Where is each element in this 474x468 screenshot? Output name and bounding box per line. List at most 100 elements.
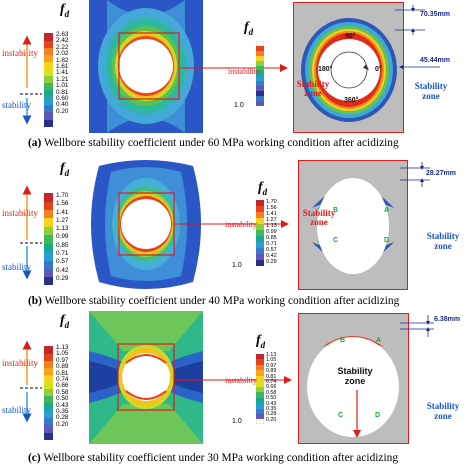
mini-color-scale-a xyxy=(256,41,264,106)
measurement-lines-c xyxy=(400,315,434,337)
tick: 1.13 xyxy=(56,344,69,351)
tick: 1.82 xyxy=(56,56,69,64)
caption-a: (a) Wellbore stability coefficient under… xyxy=(28,137,399,149)
tick: 0.42 xyxy=(266,253,277,259)
point-d-c: D xyxy=(375,412,381,419)
zoom-view-a xyxy=(293,2,404,133)
tick: 0.71 xyxy=(266,241,277,247)
tick: 0.85 xyxy=(56,241,69,249)
point-b-b: B xyxy=(333,207,339,214)
tick: 1.13 xyxy=(56,225,69,233)
contour-plot-c xyxy=(89,311,203,444)
tick: 0.66 xyxy=(56,382,69,390)
point-a-c: A xyxy=(376,337,382,344)
scale-ticks-b: 1.70 1.56 1.41 1.27 1.13 0.99 0.85 0.71 … xyxy=(56,192,69,284)
tick: 1.70 xyxy=(56,192,69,199)
tick: 1.27 xyxy=(56,216,69,224)
tick: 0.20 xyxy=(56,107,69,115)
tick: 1.41 xyxy=(56,69,69,77)
tick: 1.56 xyxy=(266,205,277,211)
instability-label-a: instability xyxy=(2,48,38,58)
point-c-c: C xyxy=(338,412,344,419)
tick: 1.56 xyxy=(56,200,69,208)
tick: 1.41 xyxy=(56,208,69,216)
mini-unity-label-a: 1.0 xyxy=(234,102,244,109)
tick: 0.81 xyxy=(56,88,69,96)
zoom-arrow-a xyxy=(180,64,288,72)
color-scale-b xyxy=(44,193,53,285)
tick: 0.29 xyxy=(56,274,69,282)
zoom-view-b xyxy=(298,160,408,290)
mini-scale-ticks-c: 1.13 1.05 0.97 0.89 0.81 0.74 0.66 0.58 … xyxy=(266,352,277,423)
scale-ticks-a: 2.63 2.42 2.22 2.02 1.82 1.61 1.41 1.21 … xyxy=(56,31,69,115)
stability-zone-red-b: Stability zone xyxy=(302,208,336,228)
mini-color-scale-c xyxy=(256,354,264,424)
contour-plot-b xyxy=(89,158,203,291)
tick: 1.61 xyxy=(56,63,69,71)
measurement-c1: 6.38mm xyxy=(434,316,461,323)
stability-zone-red-a: Stability zone xyxy=(296,79,330,99)
tick: 1.13 xyxy=(266,223,277,229)
tick: 0.81 xyxy=(266,373,277,380)
caption-c: (c) Wellbore stability coefficient under… xyxy=(28,452,399,464)
point-a-b: A xyxy=(384,207,390,214)
tick: 0.99 xyxy=(56,233,69,241)
tick: 0.60 xyxy=(56,95,69,103)
tick: 0.20 xyxy=(56,420,69,428)
tick: 0.40 xyxy=(56,101,69,109)
measurement-a1: 70.35mm xyxy=(420,11,450,18)
stability-zone-blue-a: Stability zone xyxy=(414,81,448,101)
measurement-b1: 28.27mm xyxy=(426,170,456,177)
tick: 0.58 xyxy=(56,388,69,396)
tick: 0.43 xyxy=(56,401,69,409)
tick: 0.50 xyxy=(56,395,69,403)
tick: 0.57 xyxy=(266,247,277,253)
color-scale-a xyxy=(44,33,53,127)
tick: 1.21 xyxy=(56,75,69,83)
tick: 0.85 xyxy=(266,235,277,241)
mini-scale-ticks-b: 1.70 1.56 1.41 1.27 1.13 0.99 0.85 0.71 … xyxy=(266,199,277,266)
color-scale-c xyxy=(44,346,53,440)
tick: 0.28 xyxy=(266,411,277,418)
stability-zone-center-c: Stability zone xyxy=(337,366,373,386)
tick: 2.22 xyxy=(56,43,69,51)
scale-ticks-c: 1.13 1.05 0.97 0.89 0.81 0.74 0.66 0.58 … xyxy=(56,344,69,428)
measurement-lines-a xyxy=(395,5,440,69)
tick: 0.66 xyxy=(266,384,277,391)
point-c-b: C xyxy=(333,237,339,244)
zoom-arrow-b xyxy=(173,220,289,228)
tick: 0.58 xyxy=(266,389,277,396)
tick: 0.71 xyxy=(56,250,69,258)
mini-legend-title-c: fd xyxy=(256,333,266,350)
caption-b: (b) Wellbore stability coefficient under… xyxy=(28,295,400,307)
zoom-arrow-c xyxy=(174,376,292,384)
tick: 0.35 xyxy=(266,405,277,412)
legend-title-c: fd xyxy=(60,313,70,330)
tick: 1.13 xyxy=(266,352,277,358)
tick: 1.01 xyxy=(56,82,69,90)
tick: 2.42 xyxy=(56,37,69,45)
angle-0: 0° xyxy=(375,66,382,73)
measurement-lines-b xyxy=(400,162,430,187)
contour-plot-a xyxy=(89,0,203,133)
tick: 1.05 xyxy=(266,357,277,364)
tick: 0.89 xyxy=(266,368,277,375)
mini-legend-title-a: fd xyxy=(244,20,254,37)
tick: 0.28 xyxy=(56,414,69,422)
tick: 0.20 xyxy=(266,416,277,423)
tick: 0.43 xyxy=(266,400,277,407)
tick: 1.70 xyxy=(266,199,277,205)
stability-zone-blue-b: Stability zone xyxy=(426,231,460,251)
measurement-a2: 45.44mm xyxy=(420,57,450,64)
legend-title-b: fd xyxy=(60,161,70,178)
tick: 1.05 xyxy=(56,350,69,358)
tick: 0.50 xyxy=(266,395,277,402)
mini-instability-label-b: instability xyxy=(225,220,257,229)
angle-180: 180° xyxy=(318,66,333,73)
stability-zone-blue-c: Stability zone xyxy=(426,401,460,421)
point-d-b: D xyxy=(384,237,390,244)
tick: 0.57 xyxy=(56,258,69,266)
mini-color-scale-b xyxy=(256,200,264,266)
zone-arrow-c xyxy=(353,390,361,438)
